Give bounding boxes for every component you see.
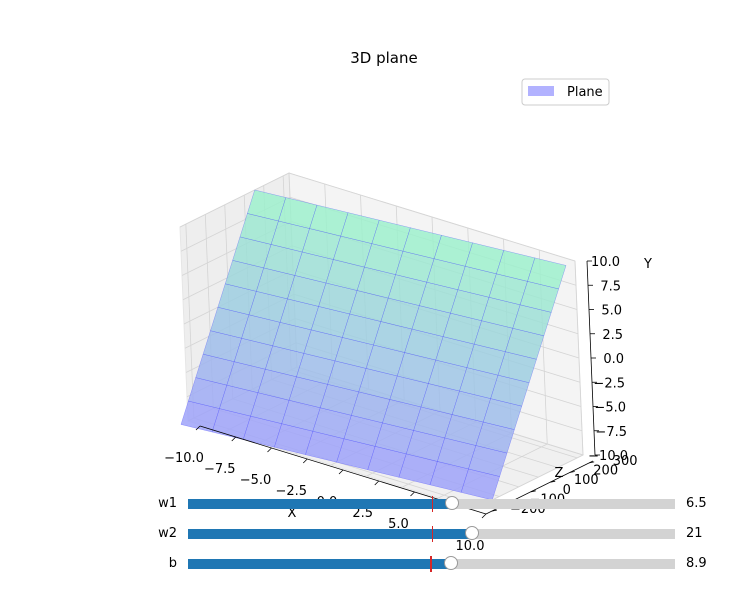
- slider-w2[interactable]: [188, 526, 675, 542]
- slider-label-b: b: [168, 556, 177, 571]
- grid-line: [179, 172, 290, 228]
- legend-label: Plane: [567, 85, 603, 100]
- z-tick-label: 200: [593, 464, 618, 479]
- x-tick: [374, 480, 380, 486]
- x-tick-label: 5.0: [388, 517, 409, 532]
- y-axis-label: Y: [643, 257, 652, 272]
- y-tick-label: 5.0: [601, 304, 622, 319]
- x-tick: [267, 447, 272, 453]
- slider-handle[interactable]: [443, 556, 458, 570]
- slider-fill: [188, 559, 451, 569]
- x-tick: [410, 491, 415, 497]
- x-tick-label: 2.5: [352, 506, 373, 521]
- slider-label-w1: w1: [158, 496, 177, 511]
- y-tick-label: 10.0: [591, 255, 620, 270]
- slider-handle[interactable]: [444, 496, 459, 510]
- y-tick-label: 2.5: [602, 328, 623, 343]
- slider-initial-marker: [431, 496, 433, 512]
- slider-value-b: 8.9: [686, 556, 707, 571]
- grid-line: [288, 172, 576, 262]
- z-tick: [491, 509, 497, 512]
- z-tick: [530, 490, 536, 493]
- y-tick-label: −7.5: [595, 425, 627, 440]
- x-tick: [302, 458, 308, 464]
- plane-surface[interactable]: [180, 189, 567, 501]
- chart-title: 3D plane: [350, 49, 417, 67]
- z-tick-label: 300: [613, 454, 638, 469]
- slider-b[interactable]: [188, 556, 675, 572]
- slider-value-w2: 21: [686, 526, 703, 541]
- x-tick-label: −5.0: [240, 473, 272, 488]
- y-tick-label: −10.0: [588, 449, 628, 464]
- slider-handle[interactable]: [465, 526, 480, 540]
- z-tick: [569, 471, 575, 473]
- x-tick-label: −2.5: [275, 484, 307, 499]
- z-tick-label: 100: [574, 473, 599, 488]
- slider-label-w2: w2: [158, 526, 177, 541]
- z-tick-label: 0: [563, 483, 571, 498]
- slider-fill: [188, 499, 452, 509]
- y-tick-label: 7.5: [600, 279, 621, 294]
- slider-w1[interactable]: [188, 496, 675, 512]
- surface-cell: [527, 257, 567, 290]
- legend-swatch: [528, 86, 554, 96]
- x-tick: [481, 513, 487, 519]
- x-tick-label: −7.5: [204, 462, 236, 477]
- slider-value-w1: 6.5: [686, 496, 707, 511]
- legend: Plane: [521, 78, 610, 106]
- x-axis-label: X: [288, 506, 297, 521]
- x-tick-label: −10.0: [164, 451, 204, 466]
- z-tick: [589, 461, 595, 464]
- x-tick: [195, 425, 201, 431]
- y-tick-label: −2.5: [593, 376, 625, 391]
- y-tick-label: −5.0: [594, 401, 626, 416]
- slider-fill: [188, 529, 473, 539]
- legend-box: [521, 78, 610, 106]
- slider-initial-marker: [430, 556, 432, 572]
- y-tick-label: 0.0: [603, 352, 624, 367]
- x-tick: [231, 436, 237, 442]
- x-tick-label: 10.0: [456, 539, 485, 554]
- x-tick: [338, 469, 344, 475]
- z-tick: [550, 480, 556, 483]
- slider-initial-marker: [431, 526, 433, 542]
- z-axis-label: Z: [555, 466, 564, 481]
